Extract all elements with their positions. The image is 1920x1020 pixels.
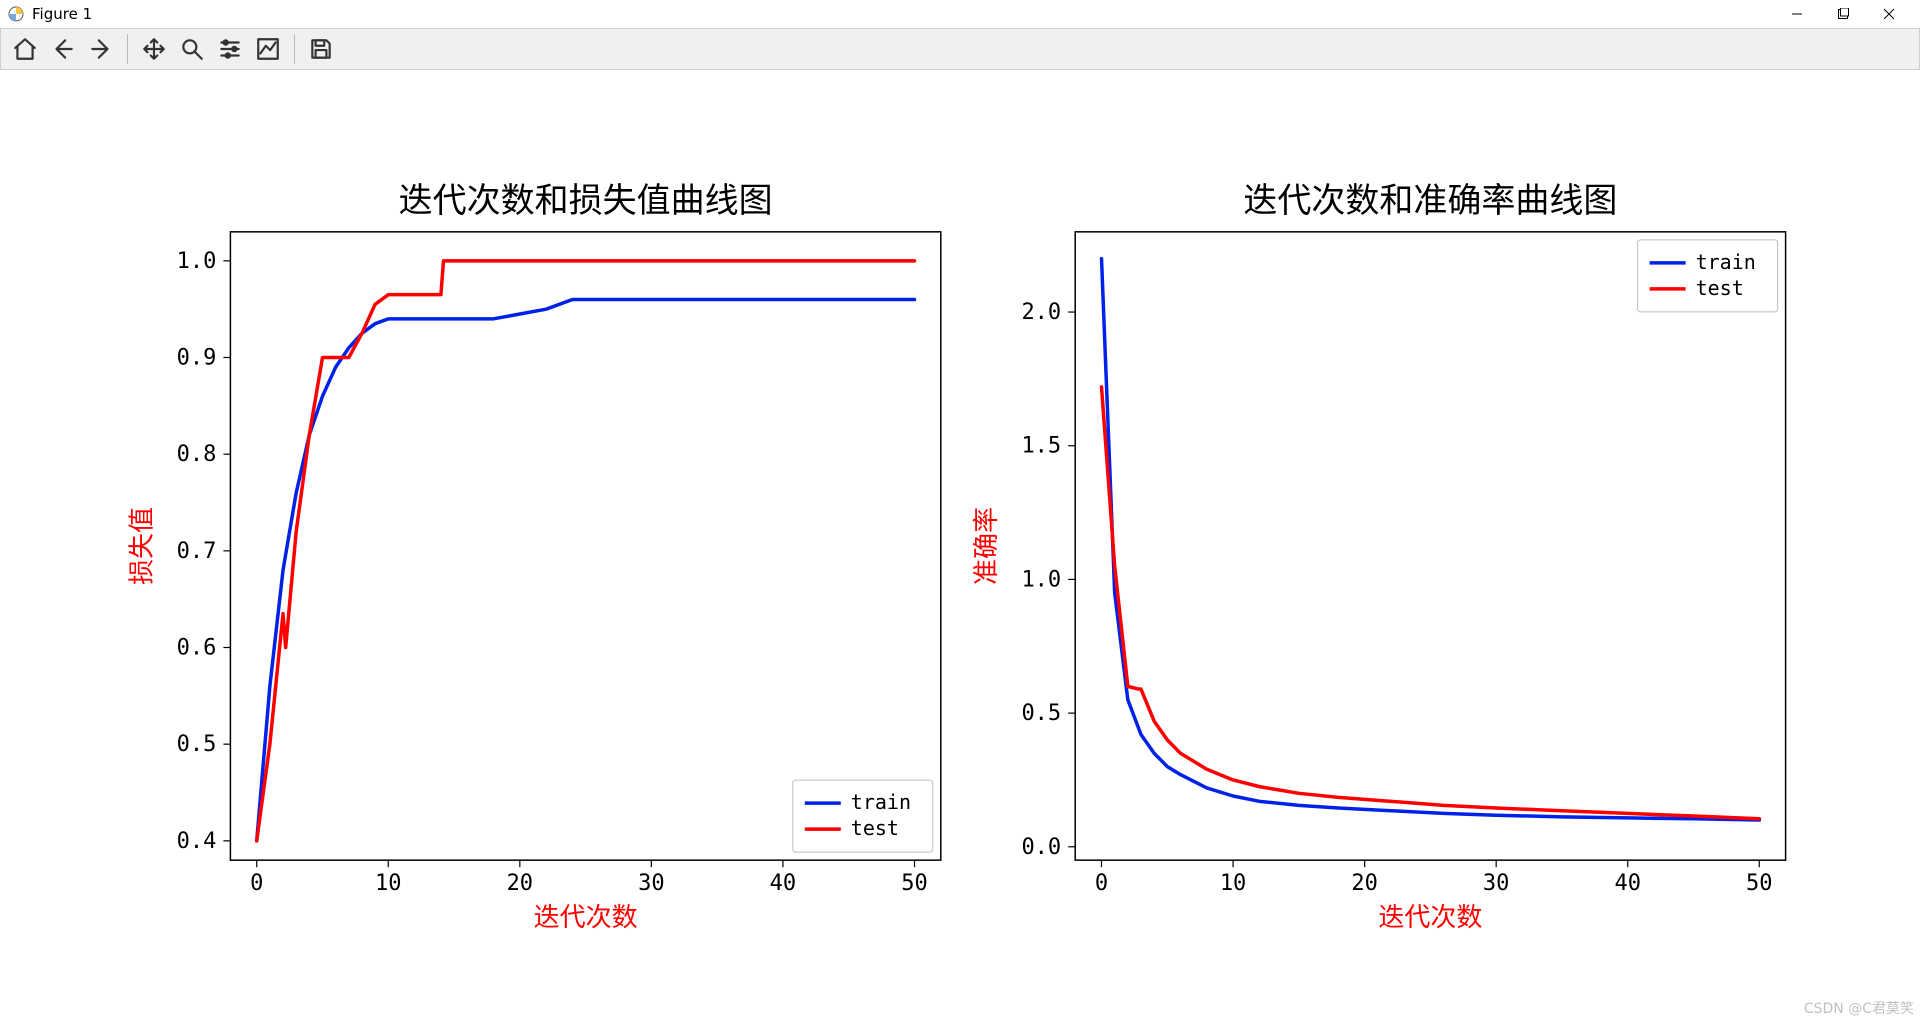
xtick-label: 40 [770, 871, 797, 896]
ylabel: 损失值 [127, 507, 157, 585]
xtick-label: 50 [901, 871, 928, 896]
configure-subplots-button[interactable] [212, 31, 248, 67]
line-train [257, 300, 915, 841]
xtick-label: 0 [250, 871, 263, 896]
back-button[interactable] [45, 31, 81, 67]
axes-frame [230, 232, 940, 860]
home-button[interactable] [7, 31, 43, 67]
legend-label: train [1696, 250, 1756, 274]
zoom-button[interactable] [174, 31, 210, 67]
window-minimize-button[interactable] [1774, 0, 1820, 28]
toolbar-separator [294, 34, 295, 64]
matplotlib-icon [8, 6, 24, 22]
legend-label: train [851, 790, 911, 814]
edit-axes-button[interactable] [250, 31, 286, 67]
line-train [1102, 259, 1760, 820]
figure-canvas: 0 10 20 30 40 50 0.4 0.5 0.6 0.7 0.8 0.9 1.0 迭代次数和损失值… [0, 70, 1920, 1020]
window-maximize-button[interactable] [1820, 0, 1866, 28]
ytick-label: 0.8 [177, 442, 217, 467]
save-button[interactable] [303, 31, 339, 67]
ytick-label: 0.9 [177, 346, 217, 371]
xtick-label: 30 [1483, 871, 1510, 896]
ylabel: 准确率 [972, 507, 1002, 585]
xlabel: 迭代次数 [534, 903, 638, 933]
matplotlib-toolbar [0, 28, 1920, 70]
line-test [257, 261, 915, 841]
xtick-label: 40 [1614, 871, 1641, 896]
chart-svg: 0 10 20 30 40 50 0.4 0.5 0.6 0.7 0.8 0.9 1.0 迭代次数和损失值… [0, 70, 1920, 1020]
xtick-label: 0 [1095, 871, 1108, 896]
line-test [1102, 387, 1760, 819]
subplot-acc: 0 10 20 30 40 50 0.0 0.5 1.0 1.5 2.0 迭代次数和准确率曲线图迭代次… [972, 181, 1785, 933]
xtick-label: 10 [1220, 871, 1247, 896]
subplot-title: 迭代次数和损失值曲线图 [399, 181, 773, 221]
ytick-label: 1.5 [1021, 434, 1061, 459]
ytick-label: 2.0 [1021, 300, 1061, 325]
xtick-label: 50 [1746, 871, 1773, 896]
xlabel: 迭代次数 [1378, 903, 1482, 933]
xtick-label: 20 [1351, 871, 1378, 896]
toolbar-separator [127, 34, 128, 64]
subplot-loss: 0 10 20 30 40 50 0.4 0.5 0.6 0.7 0.8 0.9 1.0 迭代次数和损失值… [127, 181, 940, 933]
legend-label: test [1696, 276, 1744, 300]
ytick-label: 0.7 [177, 539, 217, 564]
watermark: CSDN @C君莫笑 [1804, 998, 1914, 1018]
ytick-label: 0.6 [177, 635, 217, 660]
pan-button[interactable] [136, 31, 172, 67]
forward-button[interactable] [83, 31, 119, 67]
legend: traintest [793, 780, 933, 852]
legend-label: test [851, 816, 899, 840]
xtick-label: 20 [507, 871, 534, 896]
ytick-label: 1.0 [1021, 567, 1061, 592]
window-title: Figure 1 [32, 5, 92, 23]
legend: traintest [1638, 240, 1778, 312]
window-titlebar: Figure 1 [0, 0, 1920, 28]
window-close-button[interactable] [1866, 0, 1912, 28]
ytick-label: 0.5 [1021, 701, 1061, 726]
ytick-label: 0.0 [1021, 835, 1061, 860]
ytick-label: 0.4 [177, 829, 217, 854]
ytick-label: 0.5 [177, 732, 217, 757]
xtick-label: 10 [375, 871, 402, 896]
axes-frame [1075, 232, 1785, 860]
ytick-label: 1.0 [177, 249, 217, 274]
subplot-title: 迭代次数和准确率曲线图 [1243, 181, 1617, 221]
xtick-label: 30 [638, 871, 665, 896]
